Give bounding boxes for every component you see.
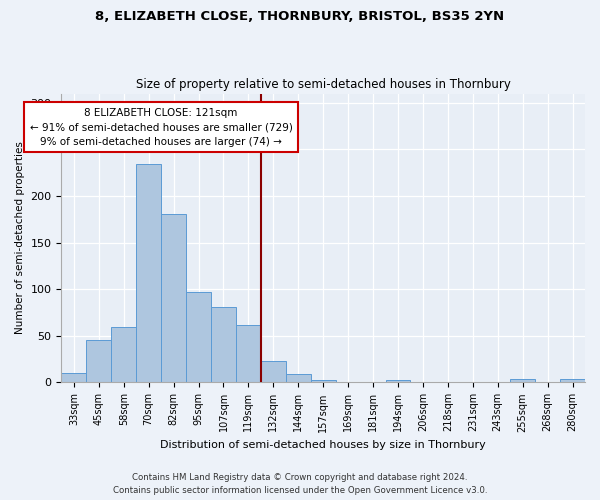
Bar [386,380,410,382]
Bar [311,380,335,382]
Bar [286,374,311,382]
Text: Contains HM Land Registry data © Crown copyright and database right 2024.
Contai: Contains HM Land Registry data © Crown c… [113,474,487,495]
Text: 8, ELIZABETH CLOSE, THORNBURY, BRISTOL, BS35 2YN: 8, ELIZABETH CLOSE, THORNBURY, BRISTOL, … [95,10,505,23]
Bar [86,340,111,382]
Bar [161,214,186,382]
X-axis label: Distribution of semi-detached houses by size in Thornbury: Distribution of semi-detached houses by … [160,440,486,450]
Y-axis label: Number of semi-detached properties: Number of semi-detached properties [15,142,25,334]
Bar [211,307,236,382]
Title: Size of property relative to semi-detached houses in Thornbury: Size of property relative to semi-detach… [136,78,511,91]
Bar [261,361,286,382]
Bar [560,378,585,382]
Bar [136,164,161,382]
Bar [111,326,136,382]
Text: 8 ELIZABETH CLOSE: 121sqm
← 91% of semi-detached houses are smaller (729)
9% of : 8 ELIZABETH CLOSE: 121sqm ← 91% of semi-… [29,108,293,147]
Bar [186,292,211,382]
Bar [61,373,86,382]
Bar [510,378,535,382]
Bar [236,324,261,382]
